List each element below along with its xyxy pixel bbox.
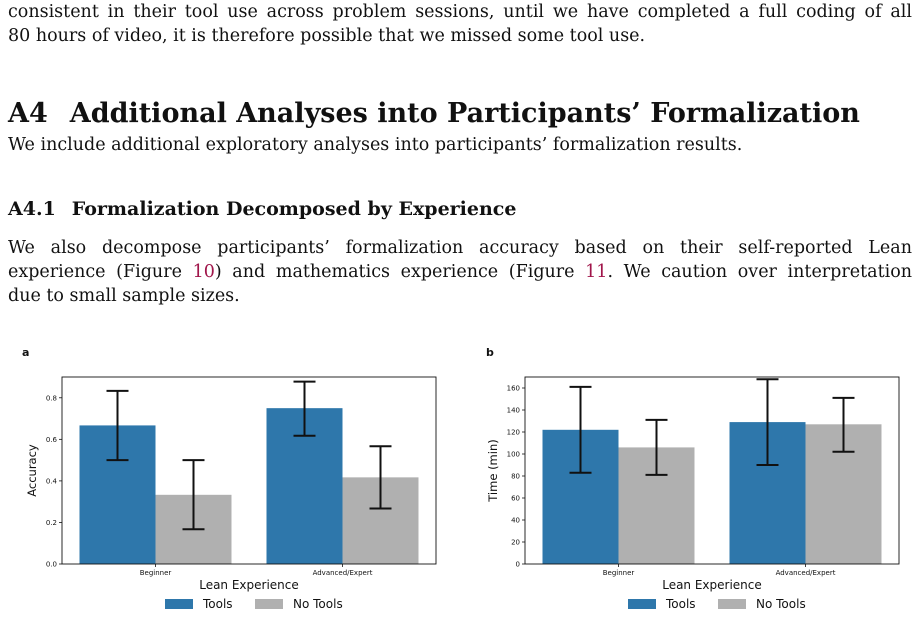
plot-frame [61,376,437,565]
section-number: A4 [8,98,48,129]
subsection-title: Formalization Decomposed by Experience [71,198,517,220]
y-axis-label: Accuracy [25,444,39,497]
subsection-paragraph: We also decompose participants’ formaliz… [8,236,912,308]
figure-11-link[interactable]: 11 [585,262,608,282]
y-tick-label: 60 [511,495,520,503]
x-tick-label: Beginner [603,569,635,577]
subsection-heading: A4.1 Formalization Decomposed by Experien… [8,198,516,220]
y-tick-label: 0.4 [46,477,58,485]
sub-line-2: experience (Figure 10) and mathematics e… [8,260,912,284]
y-tick-label: 20 [511,539,520,547]
y-tick-label: 0.6 [46,436,58,444]
legend-label-no-tools: No Tools [293,597,343,611]
y-axis-label: Time (min) [486,439,500,502]
chart-panel-b: Beginner Advanced/Expert 0 20 40 60 80 100 120 14… [486,376,900,611]
chart-panel-a: Beginner Advanced/Expert 0.0 0.2 0.4 0.6 0.8 Le… [25,376,437,611]
y-tick-label: 80 [511,473,520,481]
section-intro: We include additional exploratory analys… [8,133,912,157]
x-tick-label: Advanced/Expert [776,569,836,577]
intro-line-1: consistent in their tool use across prob… [8,2,912,22]
x-tick-label: Beginner [140,569,172,577]
panel-label-b: b [486,346,494,359]
x-axis-label: Lean Experience [199,578,299,592]
legend-label-no-tools: No Tools [756,597,806,611]
y-tick-label: 0.2 [46,519,57,527]
sub-line-2-b: ) and mathematics experience (Figure [214,262,586,282]
hours-number: 80 [8,26,31,46]
legend-label-tools: Tools [665,597,696,611]
figure-10-link[interactable]: 10 [192,262,215,282]
legend-label-tools: Tools [202,597,233,611]
legend-swatch-tools [165,599,193,609]
plot-frame [524,376,900,565]
y-tick-label: 40 [511,517,520,525]
legend-swatch-no-tools [255,599,283,609]
sub-line-2-a: experience (Figure [8,262,193,282]
sub-line-3: due to small sample sizes. [8,286,240,306]
intro-line-2: 80 hours of video, it is therefore possi… [8,24,912,48]
intro-paragraph: consistent in their tool use across prob… [8,0,912,48]
y-tick-label: 100 [507,451,520,459]
section-heading: A4 Additional Analyses into Participants’… [8,98,860,129]
y-tick-label: 120 [507,429,520,437]
y-tick-label: 140 [507,407,520,415]
y-tick-label: 0 [516,561,520,569]
x-tick-label: Advanced/Expert [313,569,373,577]
x-axis-label: Lean Experience [662,578,762,592]
subsection-number: A4.1 [8,198,56,220]
y-tick-label: 0.8 [46,394,57,402]
intro-line-2-text: hours of video, it is therefore possible… [30,26,646,46]
legend-swatch-no-tools [718,599,746,609]
y-tick-label: 160 [507,385,520,393]
y-tick-label: 0.0 [46,561,57,569]
panel-label-a: a [22,346,30,359]
section-intro-text: We include additional exploratory analys… [8,135,743,155]
section-title: Additional Analyses into Participants’ F… [69,98,860,129]
legend-swatch-tools [628,599,656,609]
sub-line-1: We also decompose participants’ formaliz… [8,238,912,258]
sub-line-2-c: . We caution over interpretation [607,262,913,282]
